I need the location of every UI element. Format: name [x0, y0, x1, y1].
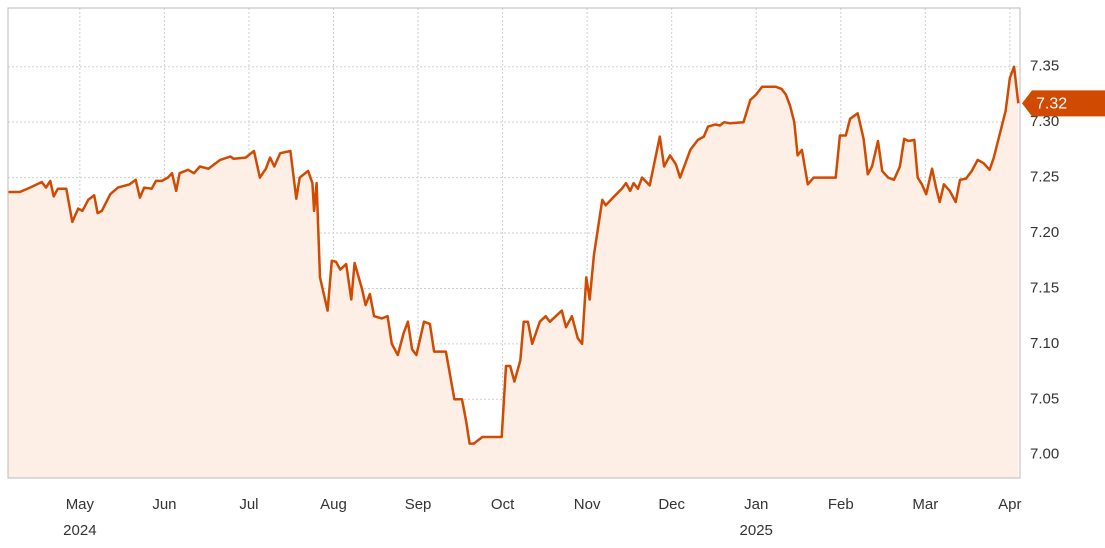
- year-label: 2024: [63, 522, 96, 539]
- x-tick-label: Jul: [239, 496, 258, 513]
- y-tick-label: 7.00: [1030, 446, 1059, 463]
- y-tick-label: 7.30: [1030, 113, 1059, 130]
- plot-border: [7, 7, 1021, 479]
- y-tick-label: 7.05: [1030, 390, 1059, 407]
- last-value-tag: [1022, 90, 1105, 117]
- y-tick-label: 7.20: [1030, 224, 1059, 241]
- year-label: 2025: [740, 522, 773, 539]
- y-tick-label: 7.15: [1030, 279, 1059, 296]
- x-tick-label: Jun: [152, 496, 176, 513]
- x-tick-label: Feb: [828, 496, 854, 513]
- area: [8, 66, 1019, 479]
- labels: 7.00 7.05 7.10 7.15 7.20 7.25 7.30 7.35 May Jun Ju…: [63, 58, 1105, 539]
- x-tick-label: Mar: [912, 496, 938, 513]
- x-tick-label: Jan: [744, 496, 768, 513]
- x-tick-label: Sep: [405, 496, 432, 513]
- y-tick-label: 7.25: [1030, 169, 1059, 186]
- x-tick-label: May: [66, 496, 95, 513]
- y-tick-label: 7.10: [1030, 335, 1059, 352]
- x-tick-label: Dec: [658, 496, 685, 513]
- x-tick-label: Nov: [574, 496, 601, 513]
- line: [8, 65, 1020, 445]
- x-tick-label: Apr: [998, 496, 1021, 513]
- x-tick-label: Oct: [491, 496, 515, 513]
- last-value-label: 7.32: [1036, 96, 1067, 113]
- x-tick-label: Aug: [320, 496, 347, 513]
- y-tick-label: 7.35: [1030, 58, 1059, 75]
- plot: [8, 65, 1020, 479]
